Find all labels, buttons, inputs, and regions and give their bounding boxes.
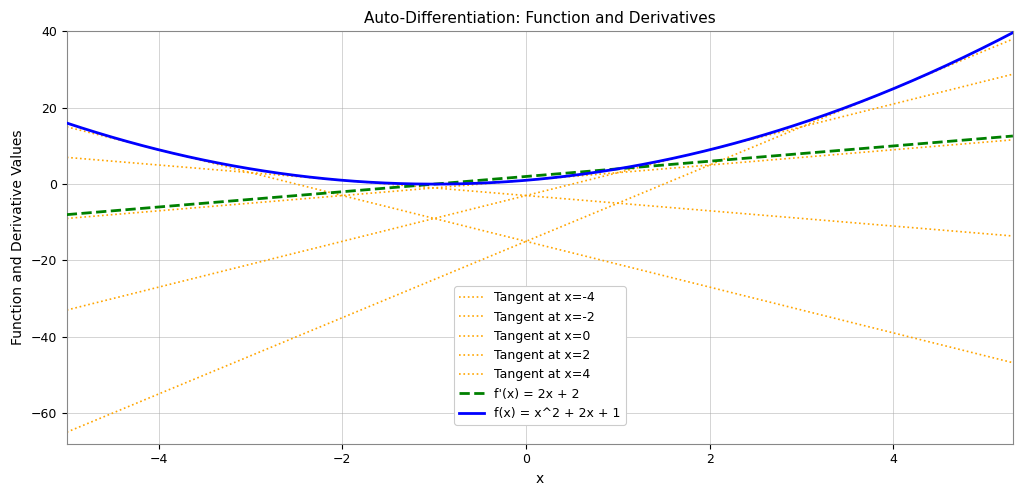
f'(x) = 2x + 2 xyxy=(510,174,522,180)
f'(x) = 2x + 2 xyxy=(572,169,585,175)
f(x) = x^2 + 2x + 1 xyxy=(517,177,529,183)
Tangent at x=-2 xyxy=(572,197,585,203)
Line: Tangent at x=4: Tangent at x=4 xyxy=(67,39,1013,432)
Tangent at x=0 xyxy=(837,151,849,157)
Legend: Tangent at x=-4, Tangent at x=-2, Tangent at x=0, Tangent at x=2, Tangent at x=4: Tangent at x=-4, Tangent at x=-2, Tangen… xyxy=(454,286,626,425)
Tangent at x=-2 xyxy=(60,155,73,161)
f(x) = x^2 + 2x + 1 xyxy=(512,178,524,184)
Tangent at x=0 xyxy=(510,178,522,184)
Tangent at x=0 xyxy=(60,216,73,222)
Tangent at x=-4 xyxy=(1007,360,1019,366)
Title: Auto-Differentiation: Function and Derivatives: Auto-Differentiation: Function and Deriv… xyxy=(364,11,716,26)
Tangent at x=2 xyxy=(516,194,528,200)
Line: Tangent at x=-2: Tangent at x=-2 xyxy=(67,158,1013,236)
Tangent at x=-4 xyxy=(510,236,522,242)
f'(x) = 2x + 2 xyxy=(1007,133,1019,139)
Tangent at x=2 xyxy=(1007,71,1019,77)
f(x) = x^2 + 2x + 1 xyxy=(1007,30,1019,36)
Tangent at x=2 xyxy=(984,77,996,83)
Tangent at x=4 xyxy=(984,46,996,52)
Tangent at x=4 xyxy=(510,243,522,248)
Tangent at x=4 xyxy=(516,240,528,246)
Tangent at x=4 xyxy=(837,107,849,113)
f'(x) = 2x + 2 xyxy=(516,174,528,180)
f(x) = x^2 + 2x + 1 xyxy=(60,120,73,126)
Y-axis label: Function and Derivative Values: Function and Derivative Values xyxy=(11,130,26,345)
f(x) = x^2 + 2x + 1 xyxy=(428,181,440,187)
Tangent at x=-2 xyxy=(984,231,996,237)
Tangent at x=4 xyxy=(572,217,585,223)
Tangent at x=2 xyxy=(60,307,73,313)
Tangent at x=2 xyxy=(510,195,522,201)
f(x) = x^2 + 2x + 1 xyxy=(986,40,998,46)
f(x) = x^2 + 2x + 1 xyxy=(626,164,638,169)
Tangent at x=0 xyxy=(1007,137,1019,143)
f'(x) = 2x + 2 xyxy=(984,135,996,141)
Tangent at x=2 xyxy=(837,114,849,120)
Tangent at x=-2 xyxy=(624,201,636,207)
Tangent at x=-2 xyxy=(1007,233,1019,239)
Line: Tangent at x=2: Tangent at x=2 xyxy=(67,74,1013,310)
Tangent at x=4 xyxy=(1007,36,1019,42)
f'(x) = 2x + 2 xyxy=(624,165,636,171)
Tangent at x=-2 xyxy=(510,192,522,198)
Line: f(x) = x^2 + 2x + 1: f(x) = x^2 + 2x + 1 xyxy=(67,33,1013,184)
Tangent at x=0 xyxy=(572,173,585,179)
f(x) = x^2 + 2x + 1 xyxy=(838,105,850,111)
Tangent at x=-4 xyxy=(624,264,636,270)
X-axis label: x: x xyxy=(536,472,544,486)
Line: f'(x) = 2x + 2: f'(x) = 2x + 2 xyxy=(67,136,1013,215)
Tangent at x=4 xyxy=(60,429,73,435)
Tangent at x=-2 xyxy=(837,219,849,225)
Tangent at x=-2 xyxy=(516,192,528,198)
Tangent at x=-4 xyxy=(837,317,849,323)
Line: Tangent at x=0: Tangent at x=0 xyxy=(67,140,1013,219)
Tangent at x=-4 xyxy=(984,354,996,360)
Tangent at x=-4 xyxy=(516,237,528,243)
Tangent at x=2 xyxy=(572,179,585,185)
Tangent at x=-4 xyxy=(572,251,585,257)
f'(x) = 2x + 2 xyxy=(60,212,73,218)
Tangent at x=4 xyxy=(624,195,636,201)
f'(x) = 2x + 2 xyxy=(837,147,849,153)
Tangent at x=-4 xyxy=(60,124,73,130)
Tangent at x=0 xyxy=(984,139,996,145)
f(x) = x^2 + 2x + 1 xyxy=(574,171,587,177)
Line: Tangent at x=-4: Tangent at x=-4 xyxy=(67,127,1013,363)
Tangent at x=0 xyxy=(624,168,636,174)
Tangent at x=2 xyxy=(624,166,636,172)
Tangent at x=0 xyxy=(516,177,528,183)
